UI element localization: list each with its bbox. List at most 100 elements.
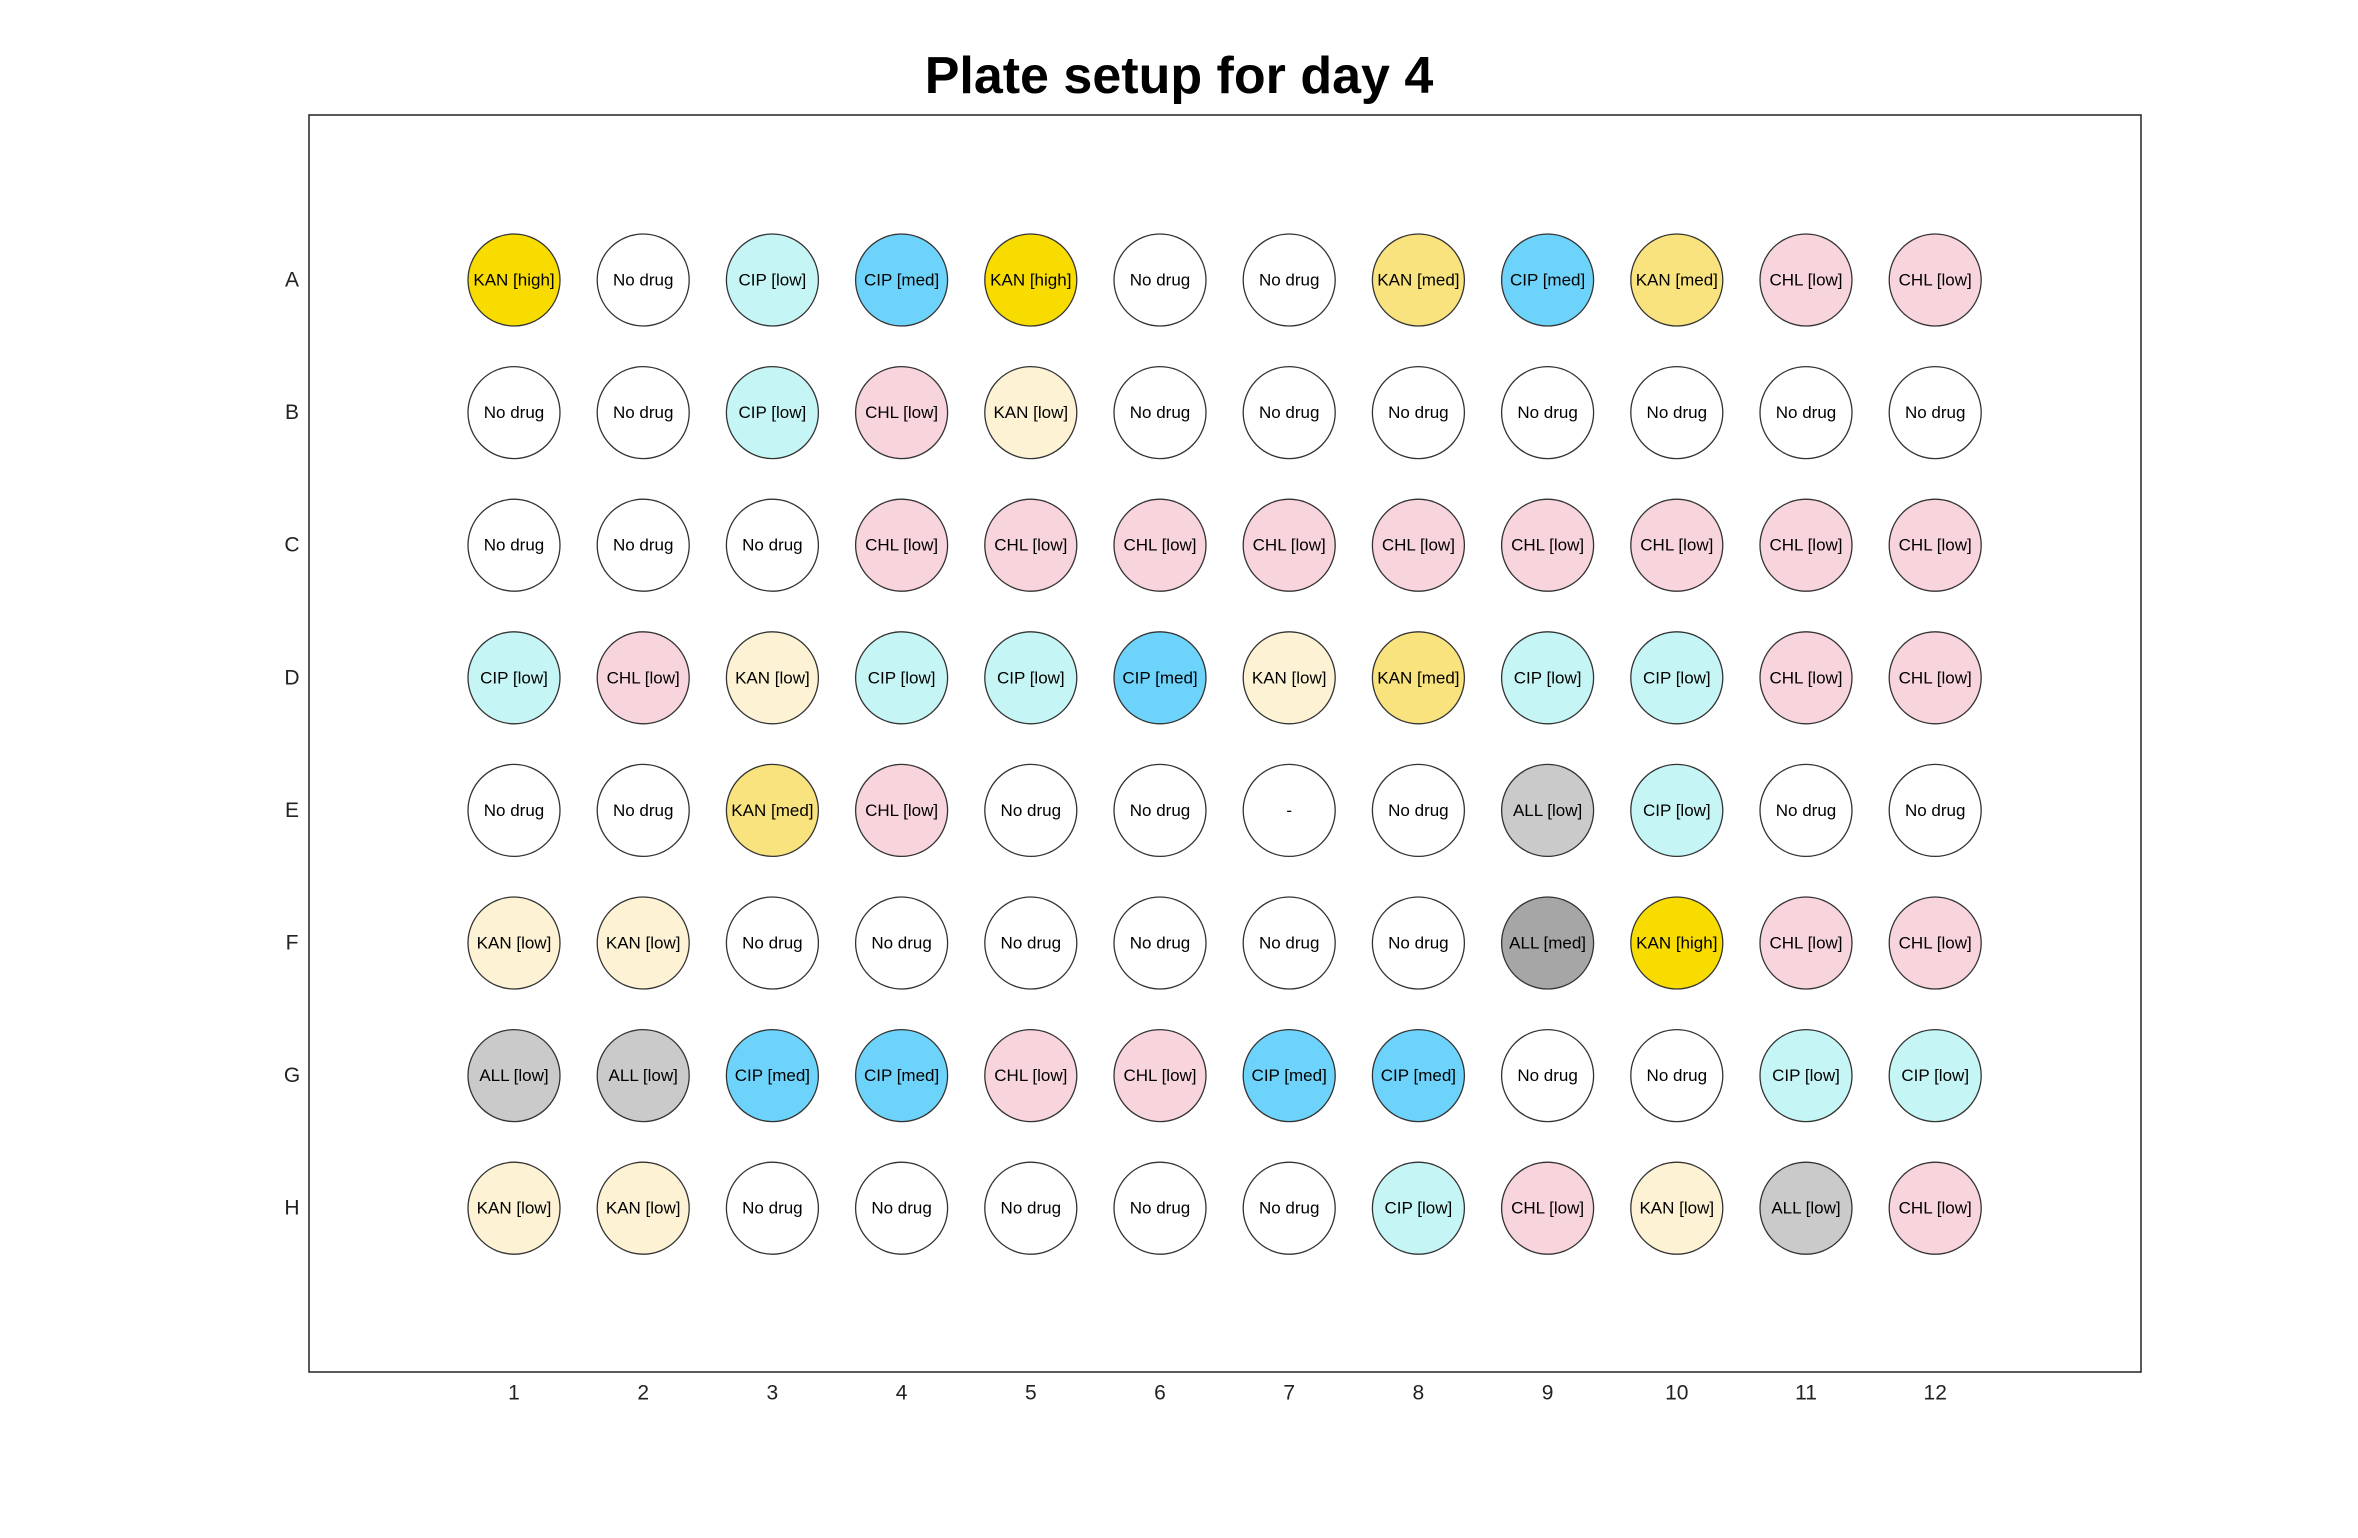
column-label-4: 4	[896, 1382, 908, 1405]
well-circle-f11	[1759, 896, 1853, 990]
well-circle-h1	[467, 1161, 561, 1255]
well-label-f3: No drug	[742, 934, 802, 953]
well-label-d3: KAN [low]	[735, 668, 810, 687]
column-label-10: 10	[1665, 1382, 1688, 1405]
plate-frame	[308, 114, 2142, 1373]
well-circle-f7	[1242, 896, 1336, 990]
well-c7: CHL [low]	[1242, 498, 1336, 592]
well-label-b4: CHL [low]	[865, 403, 938, 422]
well-circle-h11	[1759, 1161, 1853, 1255]
well-b12: No drug	[1888, 365, 1982, 460]
well-circle-g9	[1500, 1028, 1595, 1123]
well-circle-b11	[1759, 365, 1853, 460]
well-circle-g3	[725, 1028, 820, 1123]
well-e11: No drug	[1759, 763, 1853, 858]
row-label-c: C	[284, 534, 299, 557]
well-label-a4: CIP [med]	[864, 271, 939, 290]
well-d2: CHL [low]	[596, 631, 690, 725]
row-labels: A B C D E F G H	[284, 269, 300, 1220]
well-circle-f1	[467, 896, 561, 990]
well-label-h11: ALL [low]	[1771, 1199, 1840, 1218]
well-label-f10: KAN [high]	[1636, 934, 1717, 953]
well-label-d5: CIP [low]	[997, 668, 1065, 687]
well-c9: CHL [low]	[1500, 498, 1595, 592]
plate-title: Plate setup for day 4	[924, 47, 1434, 105]
well-label-h9: CHL [low]	[1511, 1199, 1584, 1218]
well-a3: CIP [low]	[725, 233, 820, 327]
well-circle-e3	[725, 763, 820, 858]
well-label-d6: CIP [med]	[1122, 668, 1197, 687]
well-b11: No drug	[1759, 365, 1853, 460]
well-label-f4: No drug	[871, 934, 931, 953]
well-circle-b5	[984, 365, 1078, 460]
well-label-a1: KAN [high]	[473, 271, 554, 290]
well-f12: CHL [low]	[1888, 896, 1982, 990]
well-circle-c3	[725, 498, 820, 592]
well-label-h10: KAN [low]	[1639, 1199, 1714, 1218]
well-circle-c4	[854, 498, 949, 592]
well-circle-a3	[725, 233, 820, 327]
well-label-d10: CIP [low]	[1643, 668, 1711, 687]
well-label-a5: KAN [high]	[990, 271, 1071, 290]
well-label-a8: KAN [med]	[1377, 271, 1459, 290]
well-f2: KAN [low]	[596, 896, 690, 990]
well-label-d8: KAN [med]	[1377, 668, 1459, 687]
well-label-g7: CIP [med]	[1252, 1066, 1327, 1085]
well-c8: CHL [low]	[1371, 498, 1466, 592]
well-label-a7: No drug	[1259, 271, 1319, 290]
well-f9: ALL [med]	[1500, 896, 1595, 990]
well-h1: KAN [low]	[467, 1161, 561, 1255]
well-b2: No drug	[596, 365, 690, 460]
well-e8: No drug	[1371, 763, 1466, 858]
well-circle-e8	[1371, 763, 1466, 858]
well-a4: CIP [med]	[854, 233, 949, 327]
well-c3: No drug	[725, 498, 820, 592]
well-circle-b2	[596, 365, 690, 460]
well-circle-c11	[1759, 498, 1853, 592]
well-circle-f4	[854, 896, 949, 990]
well-label-b2: No drug	[613, 403, 673, 422]
well-label-b8: No drug	[1388, 403, 1448, 422]
well-label-g10: No drug	[1647, 1066, 1707, 1085]
well-e12: No drug	[1888, 763, 1982, 858]
well-label-h8: CIP [low]	[1385, 1199, 1453, 1218]
well-g1: ALL [low]	[467, 1028, 561, 1123]
well-label-g8: CIP [med]	[1381, 1066, 1456, 1085]
well-label-f8: No drug	[1388, 934, 1448, 953]
well-label-d9: CIP [low]	[1514, 668, 1582, 687]
well-circle-g5	[984, 1028, 1078, 1123]
well-f8: No drug	[1371, 896, 1466, 990]
well-label-h1: KAN [low]	[477, 1199, 552, 1218]
column-label-2: 2	[637, 1382, 649, 1405]
well-d7: KAN [low]	[1242, 631, 1336, 725]
well-h6: No drug	[1113, 1161, 1207, 1255]
well-h5: No drug	[984, 1161, 1078, 1255]
well-d1: CIP [low]	[467, 631, 561, 725]
well-label-c4: CHL [low]	[865, 536, 938, 555]
well-a5: KAN [high]	[984, 233, 1078, 327]
well-label-g11: CIP [low]	[1772, 1066, 1840, 1085]
well-circle-c2	[596, 498, 690, 592]
well-circle-h5	[984, 1161, 1078, 1255]
well-label-h12: CHL [low]	[1899, 1199, 1972, 1218]
well-a1: KAN [high]	[467, 233, 561, 327]
well-label-d7: KAN [low]	[1252, 668, 1327, 687]
well-circle-g12	[1888, 1028, 1982, 1123]
well-h3: No drug	[725, 1161, 820, 1255]
well-e2: No drug	[596, 763, 690, 858]
well-label-e4: CHL [low]	[865, 801, 938, 820]
well-circle-g6	[1113, 1028, 1207, 1123]
well-circle-f3	[725, 896, 820, 990]
well-label-h7: No drug	[1259, 1199, 1319, 1218]
well-label-g4: CIP [med]	[864, 1066, 939, 1085]
well-circle-a9	[1500, 233, 1595, 327]
well-circle-h12	[1888, 1161, 1982, 1255]
well-c11: CHL [low]	[1759, 498, 1853, 592]
well-label-c7: CHL [low]	[1253, 536, 1326, 555]
well-a9: CIP [med]	[1500, 233, 1595, 327]
well-label-a2: No drug	[613, 271, 673, 290]
well-a12: CHL [low]	[1888, 233, 1982, 327]
well-label-f9: ALL [med]	[1509, 934, 1586, 953]
well-h2: KAN [low]	[596, 1161, 690, 1255]
